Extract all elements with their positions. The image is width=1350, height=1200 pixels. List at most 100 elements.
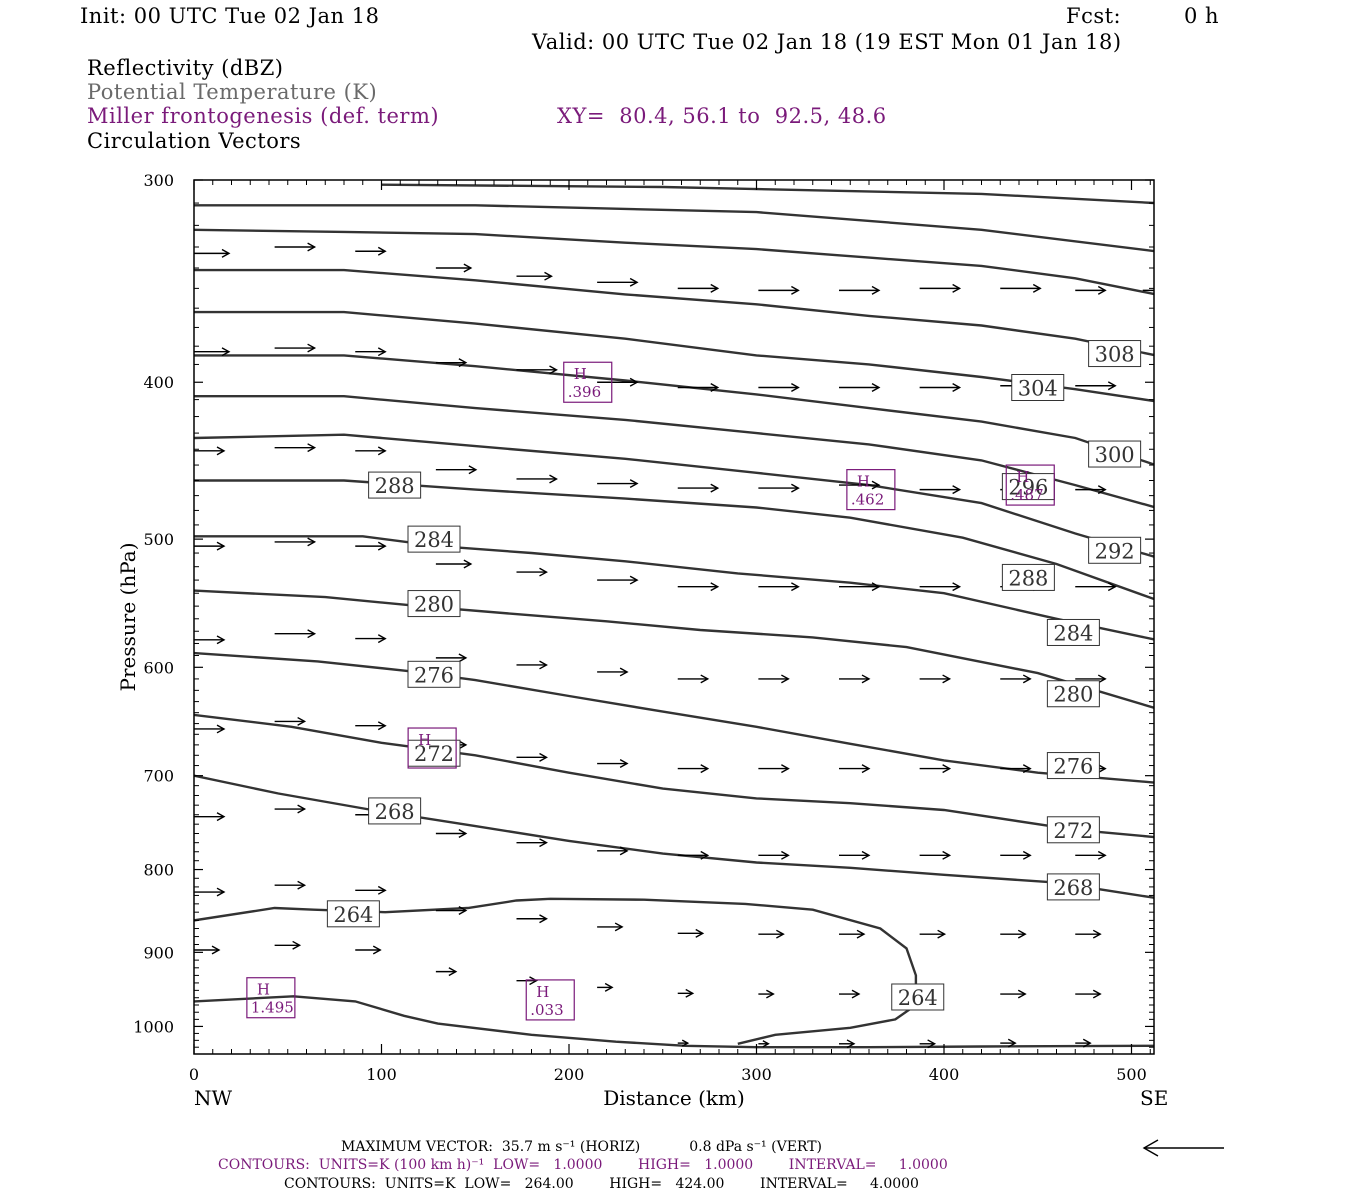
x-tick-label: 200	[554, 1065, 585, 1084]
y-axis-label: Pressure (hPa)	[116, 543, 140, 692]
isentrope-label-text: 300	[1095, 443, 1135, 467]
frontogenesis-max-value: 1.495	[251, 999, 294, 1017]
circulation-vector	[919, 582, 962, 592]
x-tick-label: 400	[929, 1065, 960, 1084]
circulation-vector	[758, 929, 785, 939]
isentrope-label: 308	[1088, 340, 1142, 368]
circulation-vector	[194, 812, 226, 822]
isentrope-label-text: 264	[898, 986, 938, 1010]
circulation-vector	[597, 667, 629, 677]
circulation-vector	[1000, 929, 1027, 939]
circulation-vector	[597, 982, 614, 992]
isentrope-label-text: 272	[414, 742, 454, 766]
circulation-vector	[1000, 674, 1032, 684]
frontogenesis-max-marker: H1.495	[246, 977, 296, 1019]
y-tick-label: 700	[143, 767, 174, 786]
isentrope-label-text: 296	[1008, 476, 1048, 500]
frontogenesis-max-value: .033	[530, 1001, 563, 1019]
frontogenesis-max-label: H	[418, 731, 431, 749]
circulation-vector	[919, 850, 952, 860]
circulation-vector	[597, 922, 624, 932]
circulation-vector	[758, 850, 790, 860]
frontogenesis-max-marker: H.033	[525, 979, 575, 1021]
x-tick-label: 500	[1116, 1065, 1147, 1084]
isentrope-276-line	[194, 651, 1154, 784]
isentrope-label: 304	[1011, 374, 1065, 402]
isentrope-316-line	[194, 204, 1154, 253]
axes-layer: 300 400 500 600 700 800 900 1000 0 100 200 300 400 50…	[133, 171, 1154, 1084]
frontogenesis-max-value: .396	[568, 383, 601, 401]
circulation-vector	[677, 988, 695, 998]
circulation-vector	[677, 674, 710, 684]
circulation-vector	[1000, 283, 1042, 293]
circulation-vector	[839, 929, 866, 939]
circulation-vector	[758, 285, 800, 295]
circulation-vector	[516, 567, 548, 577]
frontogenesis-max-label: H	[574, 365, 587, 383]
nw-end-label: NW	[194, 1086, 233, 1110]
circulation-vector	[1075, 989, 1102, 999]
circulation-vector	[194, 541, 226, 551]
isentrope-label: 284	[407, 525, 461, 553]
frontogenesis-max-label: H	[1016, 468, 1029, 486]
circulation-vector	[1075, 285, 1107, 295]
isentrope-label-text: 288	[1008, 566, 1048, 590]
isentrope-label: 288	[368, 471, 422, 499]
circulation-vector	[677, 582, 720, 592]
circulation-vector	[435, 967, 458, 977]
circulation-vector	[677, 764, 710, 774]
isentrope-label: 276	[407, 660, 461, 688]
isentrope-label: 264	[326, 900, 380, 928]
isentrope-label-text: 284	[414, 528, 454, 552]
circulation-vector	[1075, 1038, 1092, 1048]
isentrope-label: 296	[1001, 473, 1055, 501]
circulation-vector	[516, 271, 553, 281]
isentrope-label: 272	[1046, 816, 1100, 844]
isentrope-label-text: 268	[375, 800, 415, 824]
circulation-vector	[677, 283, 720, 293]
isentrope-300-line	[194, 354, 1154, 466]
valid-time: Valid: 00 UTC Tue 02 Jan 18 (19 EST Mon …	[532, 30, 1122, 54]
isentrope-label: 300	[1088, 440, 1142, 468]
circulation-vector	[919, 764, 952, 774]
circulation-vector	[355, 347, 387, 357]
theta-contour-info: CONTOURS: UNITS=K LOW= 264.00 HIGH= 424.…	[284, 1176, 919, 1192]
circulation-vector	[274, 880, 307, 890]
forecast-hour: 0 h	[1184, 4, 1220, 28]
circulation-vector	[677, 1039, 690, 1047]
circulation-vector	[1075, 381, 1117, 391]
isentrope-label: 292	[1088, 536, 1142, 564]
circulation-vector	[435, 263, 473, 273]
circulation-vector	[758, 483, 800, 493]
y-tick-label: 400	[143, 373, 174, 392]
plot-frame	[193, 179, 1155, 1055]
circulation-vector	[274, 443, 317, 453]
circulation-vector	[839, 674, 871, 684]
frontogenesis-max-label: H	[857, 473, 870, 491]
circulation-vector	[274, 537, 317, 547]
isentrope-label: 280	[1046, 680, 1100, 708]
forecast-label: Fcst:	[1066, 4, 1122, 28]
frontogenesis-max-label: H	[257, 981, 270, 999]
circulation-vector	[597, 575, 639, 585]
circulation-vector	[919, 674, 952, 684]
frontogenesis-max-marker: H.462	[846, 469, 896, 511]
circulation-vector	[919, 485, 962, 495]
circulation-vector	[435, 653, 468, 663]
circulation-vector	[677, 383, 720, 392]
isentrope-label: 268	[1046, 873, 1100, 901]
x-tick-label: 100	[366, 1065, 397, 1084]
reference-vector-arrow	[1142, 1139, 1224, 1157]
frontogenesis-max-marker: H	[407, 727, 457, 769]
isentrope-292-line	[194, 433, 1154, 558]
circulation-vector	[274, 343, 317, 353]
circulation-vector	[597, 846, 629, 856]
circulation-vector	[194, 446, 226, 456]
circulation-vector	[839, 850, 871, 860]
circulation-vector	[597, 277, 639, 287]
circulation-vector	[355, 446, 387, 456]
circulation-vector	[516, 914, 548, 924]
isentrope-272-line	[194, 713, 1154, 839]
isentrope-264-line	[194, 897, 918, 1045]
